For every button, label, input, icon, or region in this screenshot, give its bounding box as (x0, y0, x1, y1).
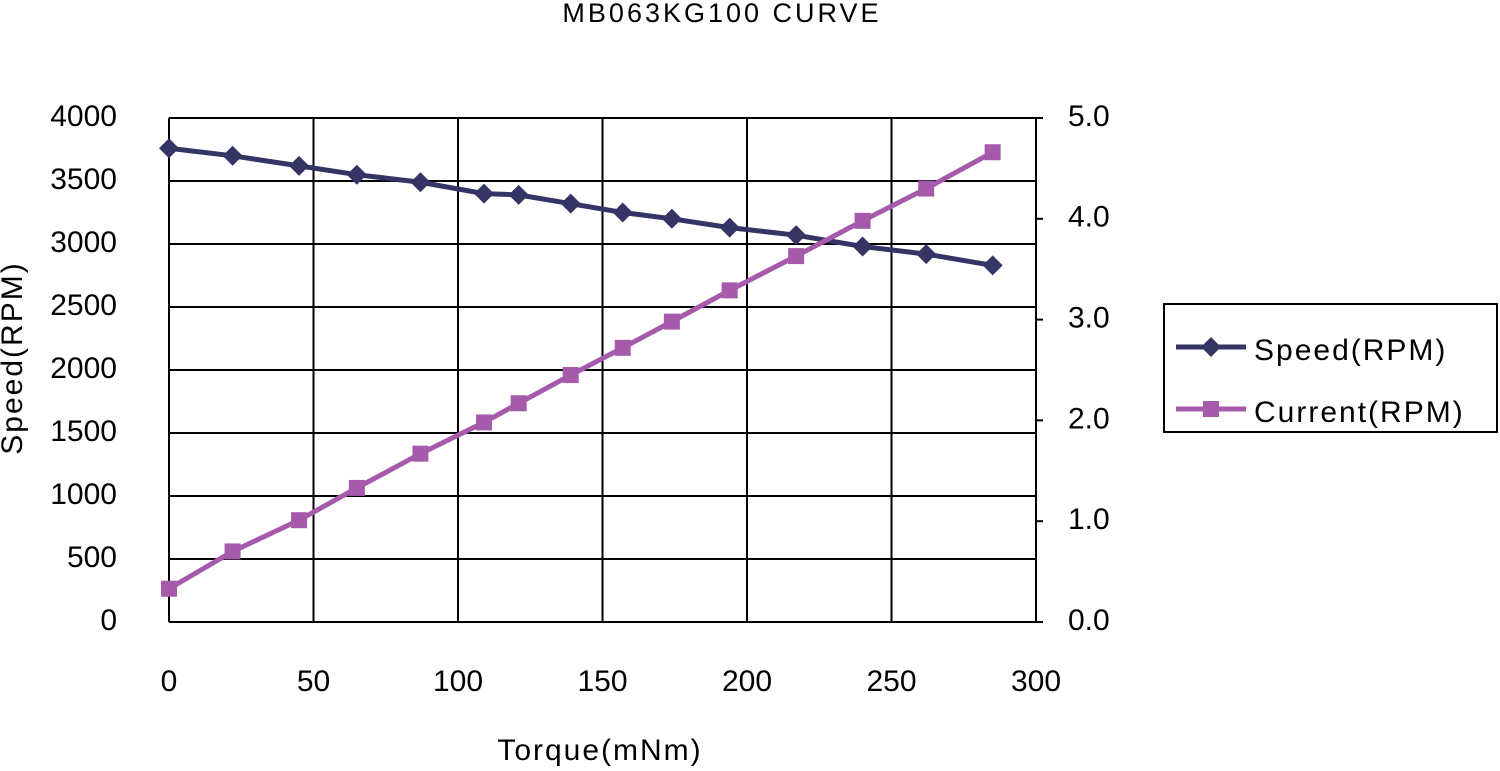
y-tick-label: 3000 (50, 226, 117, 259)
y-tick-label: 0 (100, 604, 117, 637)
x-tick-label: 150 (577, 665, 627, 698)
data-point (663, 313, 680, 330)
data-point (916, 244, 937, 265)
data-point (854, 212, 871, 229)
data-point (346, 164, 367, 185)
x-tick-label: 300 (1011, 665, 1061, 698)
data-point (289, 155, 310, 176)
y-tick-label: 4000 (50, 100, 117, 133)
data-point (224, 543, 241, 560)
data-point (348, 479, 365, 496)
data-point (412, 445, 429, 462)
data-point (474, 183, 495, 204)
data-point (161, 580, 177, 597)
data-point (510, 395, 527, 412)
data-point (508, 184, 529, 205)
data-point (721, 282, 738, 299)
data-point (982, 255, 1003, 276)
x-tick-label: 50 (297, 665, 330, 698)
legend-label: Current(RPM) (1254, 396, 1465, 429)
y2-tick-label: 1.0 (1068, 503, 1110, 536)
x-tick-label: 0 (161, 665, 178, 698)
data-point (476, 414, 493, 431)
data-point (159, 138, 179, 159)
data-point (562, 367, 579, 384)
data-point (222, 145, 243, 166)
y2-tick-label: 2.0 (1068, 402, 1110, 435)
data-point (410, 172, 431, 193)
x-axis-title: Torque(mNm) (497, 734, 702, 767)
data-point (788, 248, 805, 265)
data-point (612, 202, 633, 223)
data-point (852, 236, 873, 257)
legend-marker (1201, 337, 1221, 357)
y2-tick-label: 0.0 (1068, 604, 1110, 637)
y-tick-label: 2500 (50, 289, 117, 322)
x-tick-label: 200 (722, 665, 772, 698)
data-point (614, 339, 631, 356)
y-tick-label: 1500 (50, 415, 117, 448)
data-point (786, 225, 807, 246)
data-point (984, 144, 1001, 161)
data-point (918, 180, 935, 197)
y-axis-title: Speed(RPM) (0, 261, 29, 454)
data-point (719, 217, 740, 238)
y2-tick-label: 3.0 (1068, 302, 1110, 335)
y2-tick-label: 5.0 (1068, 100, 1110, 133)
legend-label: Speed(RPM) (1254, 334, 1447, 367)
data-point (560, 193, 581, 214)
legend: Speed(RPM) Current(RPM) (1163, 303, 1498, 433)
x-tick-label: 250 (866, 665, 916, 698)
legend-marker (1203, 401, 1219, 417)
data-point (661, 208, 682, 229)
y-tick-label: 2000 (50, 352, 117, 385)
y-tick-label: 500 (67, 541, 117, 574)
data-point (291, 512, 308, 529)
chart-title: MB063KG100 CURVE (562, 0, 881, 28)
y-tick-label: 3500 (50, 163, 117, 196)
y-tick-label: 1000 (50, 478, 117, 511)
y2-tick-label: 4.0 (1068, 201, 1110, 234)
x-tick-label: 100 (433, 665, 483, 698)
